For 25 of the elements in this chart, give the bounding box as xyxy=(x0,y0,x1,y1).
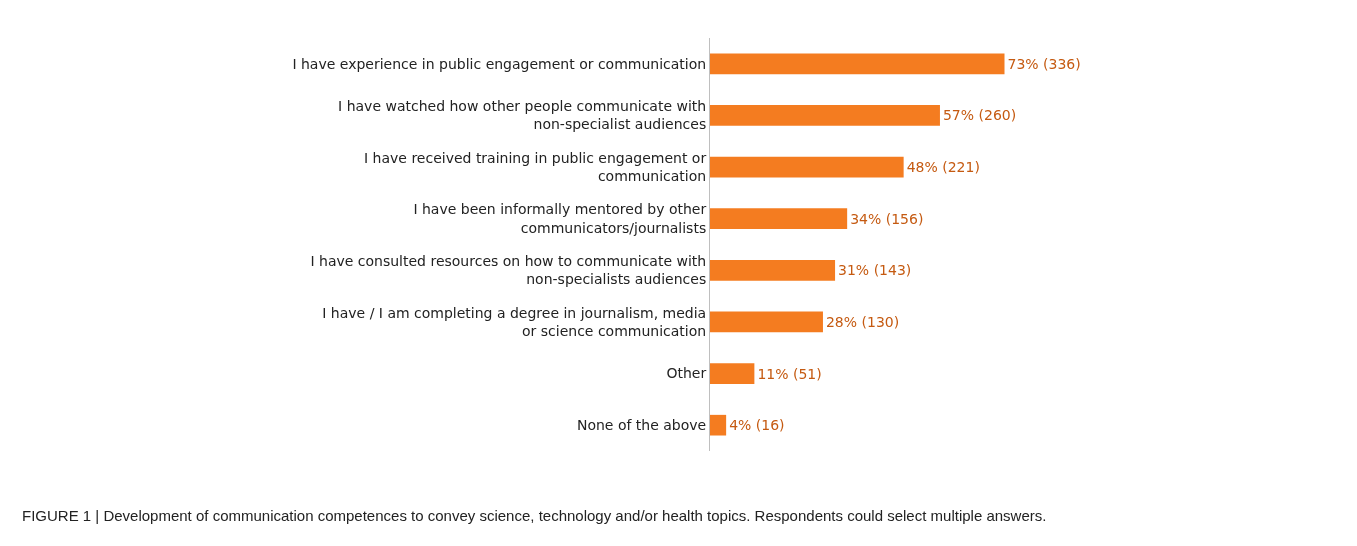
y-tick-label: I have watched how other people communicate with non-specialist audiences xyxy=(338,98,707,133)
y-tick-label: I have experience in public engagement or communication xyxy=(292,55,707,72)
caption: FIGURE 1 | Development of communication competences to convey science, technology and/or health topics. Respondents could select multiple answers. xyxy=(22,507,1047,524)
bar xyxy=(710,105,940,126)
bar xyxy=(710,311,823,333)
y-tick-label: Other xyxy=(666,365,707,382)
bar xyxy=(710,414,727,436)
data-label: 48% (221) xyxy=(906,159,980,176)
bar xyxy=(710,208,848,230)
bar xyxy=(710,53,1005,75)
bar xyxy=(710,156,904,178)
bar xyxy=(710,363,755,384)
y-tick-label: I have received training in public engagement or communication xyxy=(364,149,707,185)
y-tick-label: I have been informally mentored by other communicators/journalists xyxy=(413,201,707,236)
y-tick-label: I have / I am completing a degree in journalism, media or science communication xyxy=(322,304,707,339)
data-label: 57% (260) xyxy=(942,107,1017,124)
data-label: 73% (336) xyxy=(1007,55,1081,72)
data-label: 11% (51) xyxy=(757,365,822,382)
data-label: 4% (16) xyxy=(729,417,785,434)
data-label: 28% (130) xyxy=(825,313,900,330)
data-label: 31% (143) xyxy=(838,262,912,279)
y-tick-label: I have consulted resources on how to communicate with non-specialists audiences xyxy=(310,253,707,288)
data-label: 34% (156) xyxy=(850,210,924,227)
y-tick-label: None of the above xyxy=(576,417,707,434)
bar xyxy=(710,259,836,281)
